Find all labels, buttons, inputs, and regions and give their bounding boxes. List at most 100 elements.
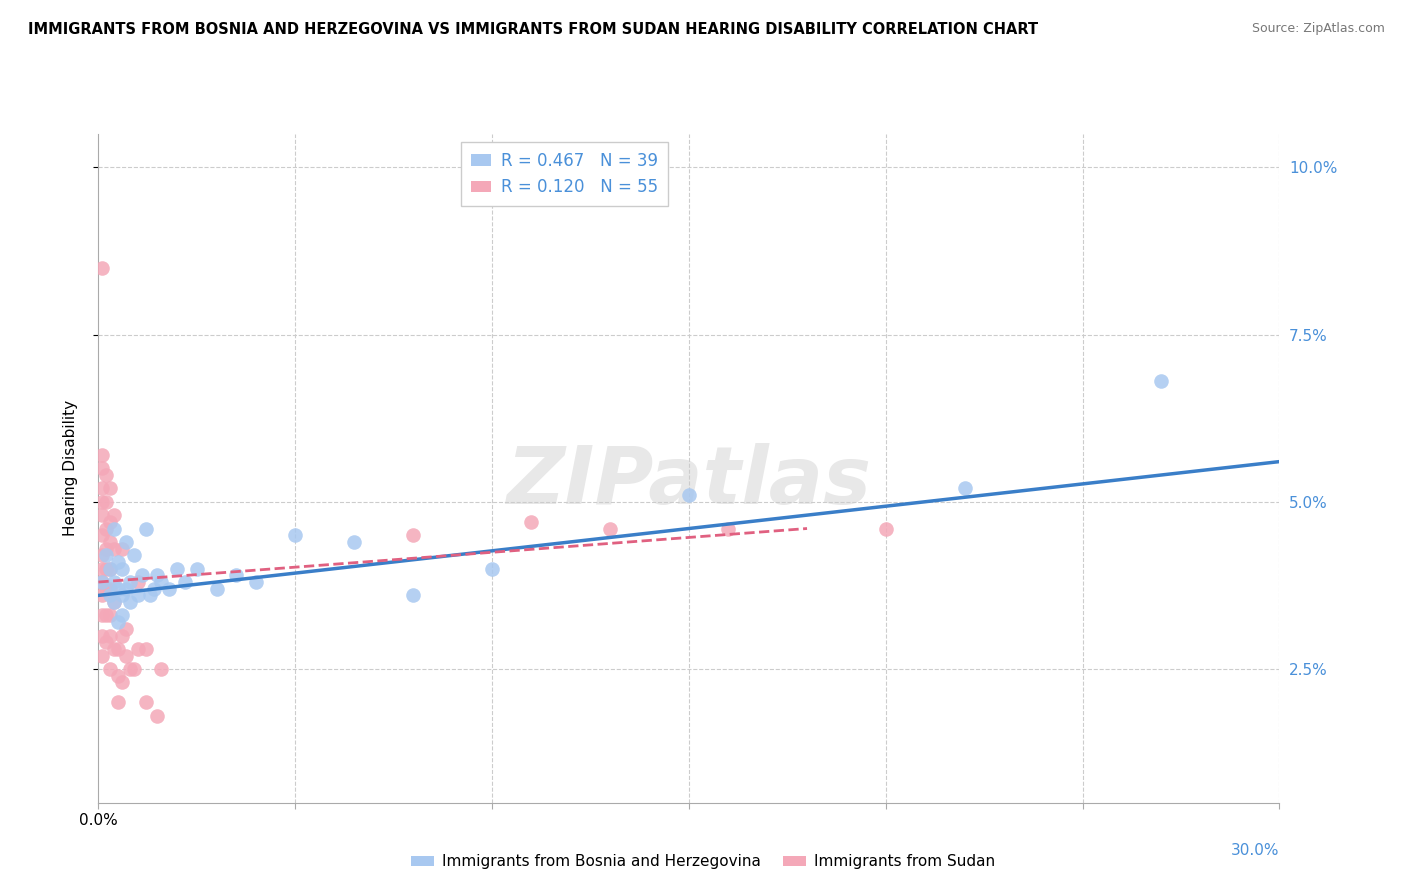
Point xyxy=(127,642,149,657)
Point xyxy=(122,662,145,676)
Point xyxy=(146,568,169,582)
Point xyxy=(107,642,129,657)
Point xyxy=(107,669,129,683)
Legend: R = 0.467   N = 39, R = 0.120   N = 55: R = 0.467 N = 39, R = 0.120 N = 55 xyxy=(461,142,668,206)
Point xyxy=(103,595,125,609)
Point xyxy=(91,608,114,623)
Point xyxy=(107,582,129,596)
Point xyxy=(118,575,141,590)
Point xyxy=(150,575,173,590)
Point xyxy=(111,541,134,556)
Text: ZIPatlas: ZIPatlas xyxy=(506,442,872,521)
Point xyxy=(98,662,121,676)
Point xyxy=(103,541,125,556)
Point xyxy=(157,582,180,596)
Point xyxy=(122,548,145,563)
Point xyxy=(111,628,134,642)
Point xyxy=(678,488,700,502)
Point xyxy=(91,575,114,590)
Point xyxy=(91,461,114,475)
Point xyxy=(98,515,121,529)
Point xyxy=(135,521,157,535)
Point xyxy=(107,555,129,569)
Point xyxy=(91,548,114,563)
Point xyxy=(107,696,129,710)
Point xyxy=(115,622,138,636)
Point xyxy=(205,582,228,596)
Point xyxy=(98,535,121,549)
Point xyxy=(91,448,114,462)
Point xyxy=(135,642,157,657)
Point xyxy=(402,589,425,603)
Point xyxy=(96,494,118,508)
Point xyxy=(138,589,160,603)
Point xyxy=(166,562,188,576)
Point xyxy=(91,589,114,603)
Point xyxy=(875,521,897,535)
Point xyxy=(131,568,153,582)
Legend: Immigrants from Bosnia and Herzegovina, Immigrants from Sudan: Immigrants from Bosnia and Herzegovina, … xyxy=(405,848,1001,875)
Point xyxy=(103,642,125,657)
Point xyxy=(98,628,121,642)
Point xyxy=(717,521,740,535)
Point xyxy=(245,575,267,590)
Point xyxy=(953,482,976,496)
Point xyxy=(96,635,118,649)
Point xyxy=(98,589,121,603)
Point xyxy=(402,528,425,542)
Text: IMMIGRANTS FROM BOSNIA AND HERZEGOVINA VS IMMIGRANTS FROM SUDAN HEARING DISABILI: IMMIGRANTS FROM BOSNIA AND HERZEGOVINA V… xyxy=(28,22,1038,37)
Point xyxy=(98,608,121,623)
Point xyxy=(103,508,125,523)
Point xyxy=(91,628,114,642)
Point xyxy=(96,468,118,483)
Point xyxy=(96,541,118,556)
Point xyxy=(96,562,118,576)
Point xyxy=(98,562,121,576)
Point xyxy=(96,582,118,596)
Point xyxy=(115,582,138,596)
Point xyxy=(91,482,114,496)
Y-axis label: Hearing Disability: Hearing Disability xyxy=(63,401,77,536)
Point xyxy=(127,575,149,590)
Point xyxy=(111,589,134,603)
Point xyxy=(225,568,247,582)
Point xyxy=(118,662,141,676)
Point xyxy=(103,575,125,590)
Point xyxy=(284,528,307,542)
Point xyxy=(96,608,118,623)
Point xyxy=(91,648,114,663)
Point xyxy=(111,675,134,690)
Point xyxy=(343,535,366,549)
Point xyxy=(91,575,114,590)
Point xyxy=(96,521,118,535)
Point xyxy=(91,494,114,508)
Text: Source: ZipAtlas.com: Source: ZipAtlas.com xyxy=(1251,22,1385,36)
Point xyxy=(91,260,114,275)
Point xyxy=(91,562,114,576)
Point xyxy=(98,582,121,596)
Point xyxy=(91,528,114,542)
Point xyxy=(174,575,197,590)
Point xyxy=(98,562,121,576)
Point xyxy=(115,648,138,663)
Point xyxy=(107,615,129,630)
Point xyxy=(520,515,543,529)
Point xyxy=(115,535,138,549)
Point xyxy=(111,608,134,623)
Point xyxy=(142,582,165,596)
Text: 30.0%: 30.0% xyxy=(1232,843,1279,858)
Point xyxy=(146,708,169,723)
Point xyxy=(481,562,503,576)
Point xyxy=(111,562,134,576)
Point xyxy=(150,662,173,676)
Point xyxy=(118,595,141,609)
Point xyxy=(103,595,125,609)
Point xyxy=(91,508,114,523)
Point xyxy=(127,589,149,603)
Point xyxy=(186,562,208,576)
Point xyxy=(103,521,125,535)
Point xyxy=(98,482,121,496)
Point xyxy=(599,521,621,535)
Point xyxy=(1150,375,1173,389)
Point xyxy=(135,696,157,710)
